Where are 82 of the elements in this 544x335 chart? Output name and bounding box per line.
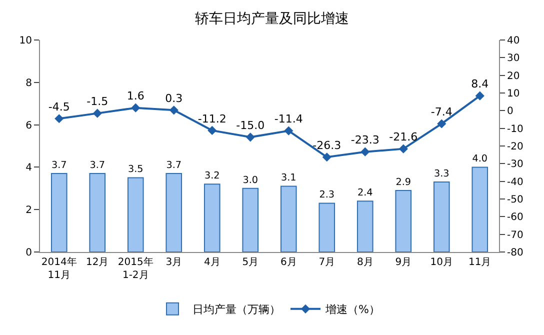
data-label: 3.7 <box>51 160 67 171</box>
point <box>92 108 102 118</box>
legend-label: 日均产量（万辆） <box>192 303 280 316</box>
data-label: 3.7 <box>166 160 182 171</box>
data-label: 3.3 <box>434 168 450 180</box>
data-label: 3.5 <box>128 164 144 176</box>
data-label: 2.9 <box>396 176 412 188</box>
chart-title: 轿车日均产量及同比增速 <box>195 11 349 28</box>
y2-tick-label: -80 <box>507 248 524 258</box>
point <box>398 144 408 154</box>
y-tick-label: 2 <box>26 205 32 216</box>
x-tick-label: 12月 <box>86 257 109 268</box>
data-label: 4.0 <box>472 154 488 165</box>
y2-tick-label: 20 <box>507 70 520 82</box>
bar <box>318 202 336 252</box>
y-tick-label: 6 <box>26 120 32 132</box>
x-tick-label: 3月 <box>166 257 182 268</box>
point <box>284 126 294 136</box>
bar <box>395 190 412 252</box>
data-label: -1.5 <box>86 95 108 108</box>
data-label: -26.3 <box>312 139 342 152</box>
data-label: -4.5 <box>48 100 70 114</box>
data-label: -15.0 <box>236 119 265 132</box>
y-tick-label: 8 <box>26 78 32 89</box>
bar <box>166 173 182 252</box>
data-label: 2.3 <box>319 190 335 201</box>
bar <box>204 184 220 252</box>
y2-tick-label: -30 <box>507 159 524 170</box>
point <box>360 147 370 156</box>
data-label: -11.4 <box>274 112 303 126</box>
data-label: 0.3 <box>165 92 183 106</box>
y2-tick-label: -70 <box>507 230 524 241</box>
bar <box>472 166 488 252</box>
point <box>475 91 484 100</box>
y2-tick-label: -60 <box>507 212 524 224</box>
bar <box>89 173 106 252</box>
data-label: 3.1 <box>280 172 296 184</box>
y2-tick-label: 30 <box>507 53 520 64</box>
bar <box>127 177 144 252</box>
y-tick-label: 10 <box>19 36 32 46</box>
x-tick-label: 2014年 11月 <box>41 256 77 281</box>
data-label: 2.4 <box>357 187 373 198</box>
x-tick-label: 9月 <box>395 257 412 268</box>
point <box>131 103 140 112</box>
y2-tick-label: -10 <box>507 124 524 135</box>
bar <box>242 188 259 252</box>
legend-label: 增速（%） <box>324 303 380 316</box>
x-tick-label: 8月 <box>356 257 374 268</box>
y2-tick-label: 40 <box>507 36 520 46</box>
data-label: 3.0 <box>242 174 258 186</box>
point <box>54 114 64 124</box>
data-label: -21.6 <box>389 130 418 144</box>
y2-tick-label: 0 <box>507 106 514 118</box>
bar <box>356 200 374 252</box>
data-label: -7.4 <box>430 106 452 119</box>
data-label: 3.2 <box>204 170 220 182</box>
x-tick-label: 6月 <box>280 257 297 268</box>
data-label: -23.3 <box>350 134 380 147</box>
x-tick-label: 7月 <box>318 257 336 268</box>
y2-tick-label: -50 <box>507 194 524 206</box>
point <box>169 106 178 115</box>
x-tick-label: 10月 <box>430 257 453 268</box>
x-tick-label: 11月 <box>468 257 492 268</box>
point <box>246 132 255 142</box>
data-label: -11.2 <box>198 112 226 126</box>
bar <box>50 173 68 252</box>
x-tick-label: 5月 <box>242 257 259 268</box>
y-tick-label: 4 <box>26 162 32 174</box>
data-label: 8.4 <box>471 78 489 91</box>
data-label: 3.7 <box>90 160 106 171</box>
x-tick-label: 2015年 1-2月 <box>118 256 154 281</box>
bar <box>433 182 450 252</box>
bar <box>280 186 297 252</box>
y2-tick-label: -40 <box>507 176 524 188</box>
data-label: 1.6 <box>126 90 144 103</box>
point <box>322 152 332 162</box>
x-tick-label: 4月 <box>204 257 220 268</box>
y2-tick-label: 10 <box>507 88 520 100</box>
point <box>208 126 217 135</box>
y-tick-label: 0 <box>26 248 32 258</box>
y2-tick-label: -20 <box>507 142 524 152</box>
point <box>437 119 446 128</box>
